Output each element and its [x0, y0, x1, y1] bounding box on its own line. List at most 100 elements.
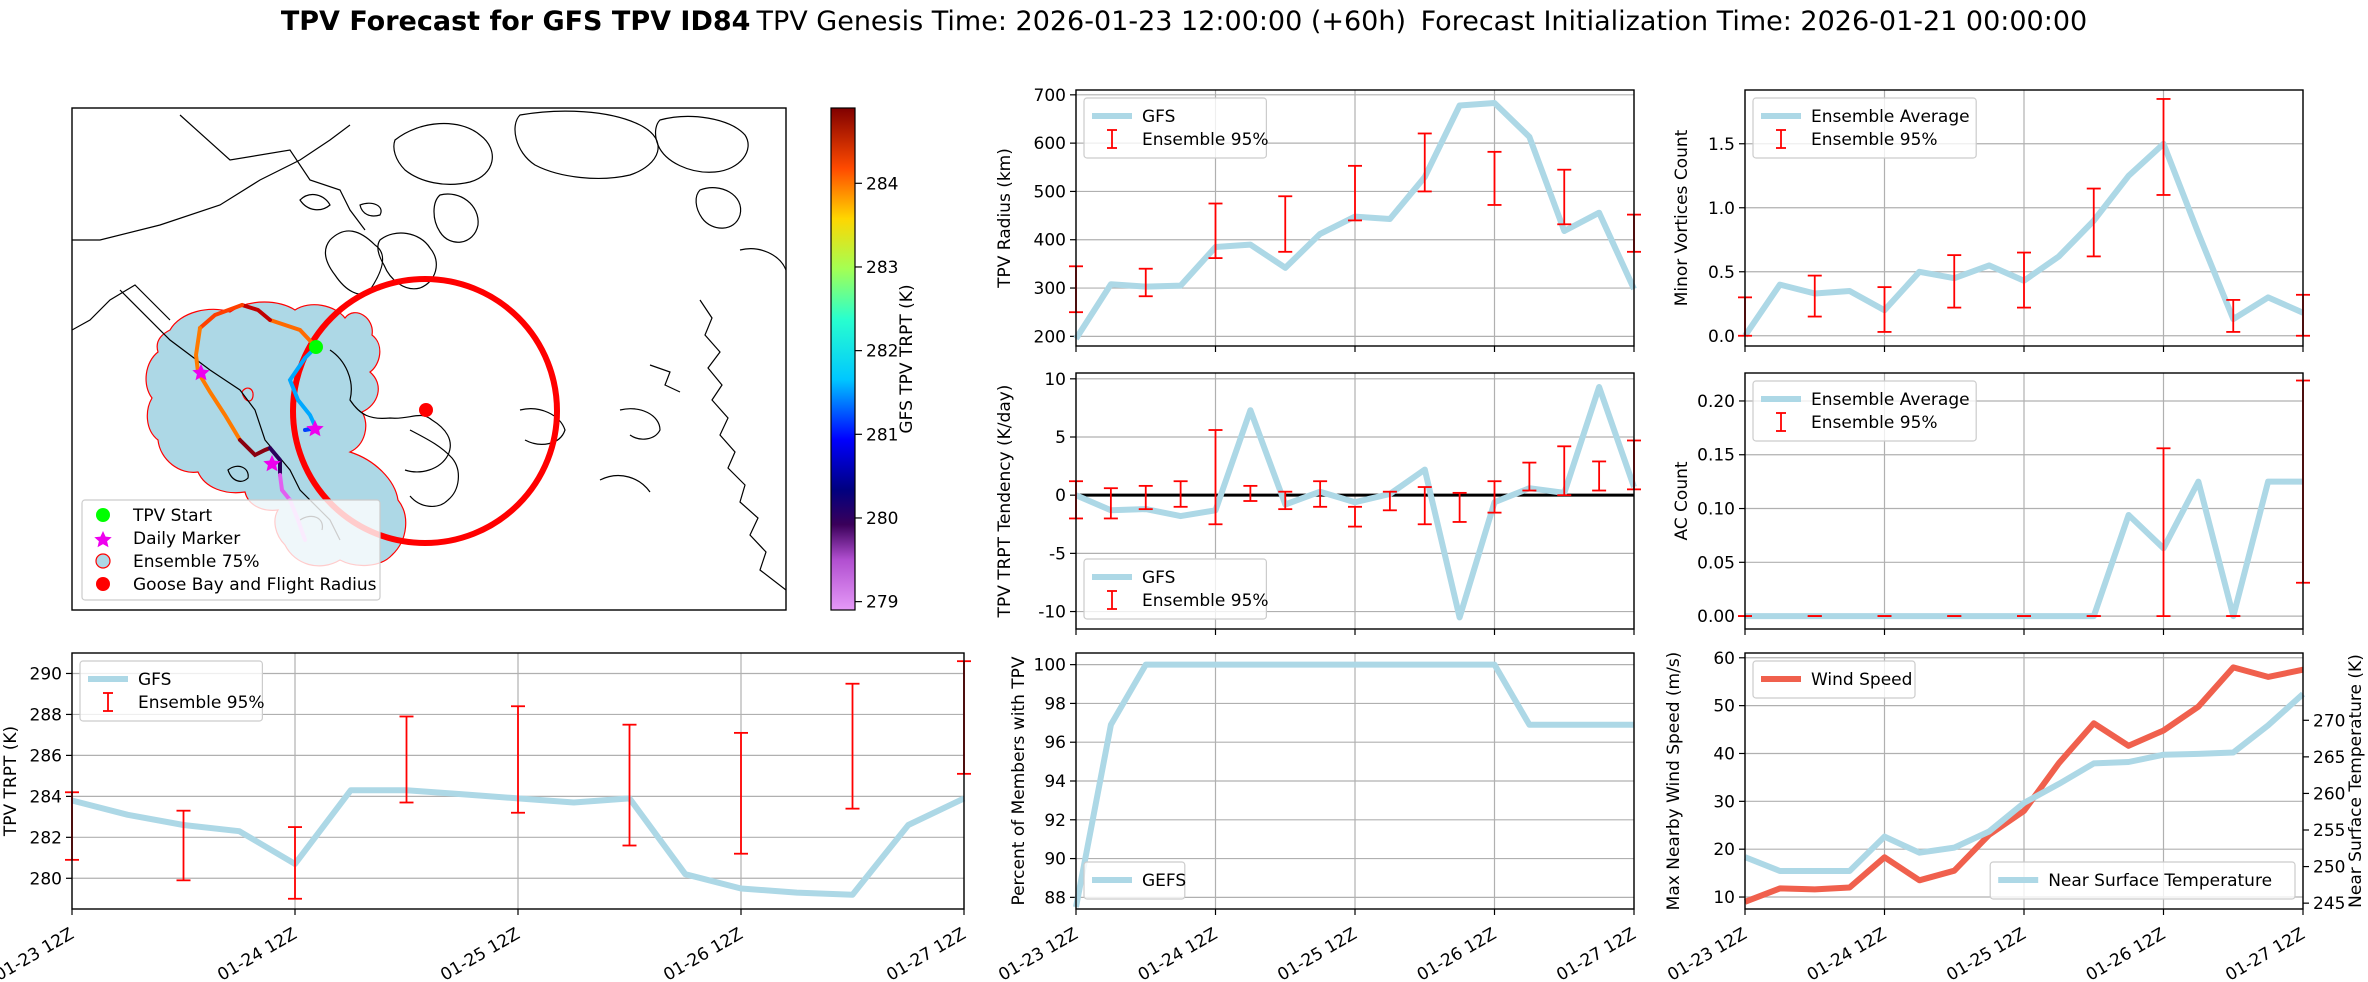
y-tick-label: 88	[1044, 888, 1066, 908]
axes-frame	[1075, 372, 1635, 630]
figure-title: TPV Forecast for GFS TPV ID84 TPV Genesis…	[0, 6, 2368, 37]
y-right-axis-label: Near Surface Temperature (K)	[2346, 654, 2366, 908]
daily-marker-1	[192, 364, 210, 381]
map-legend: TPV Start Daily Marker Ensemble 75% Goos…	[81, 499, 381, 601]
axes-frame	[1744, 89, 2304, 347]
legend-label: GFS	[138, 670, 171, 690]
x-tick-label: 01-24 12Z	[1135, 924, 1221, 982]
y-tick-label: -5	[1049, 544, 1066, 564]
x-tick-label: 01-24 12Z	[1804, 924, 1890, 982]
y-tick-label: 90	[1044, 850, 1066, 870]
daily-marker-3	[263, 455, 281, 472]
y-tick-label: -10	[1038, 603, 1066, 623]
y-tick-label: 200	[1034, 327, 1066, 347]
legend-tpv-start: TPV Start	[132, 506, 213, 526]
y-tick-label: 0	[1055, 486, 1066, 506]
y-axis-label: AC Count	[1672, 461, 1692, 540]
colorbar: GFS TPV TRPT (K) 279 280 281 282 283 284	[830, 107, 917, 613]
legend-label: Ensemble 95%	[1142, 130, 1269, 150]
x-tick-label: 01-23 12Z	[995, 924, 1081, 982]
x-tick-label: 01-27 12Z	[1553, 924, 1639, 982]
colorbar-tick-label: 281	[866, 425, 898, 445]
legend-label: Ensemble 95%	[1142, 591, 1269, 611]
axes-frame	[1075, 652, 1635, 910]
y-tick-label: 1.0	[1708, 199, 1735, 219]
y-tick-label: 600	[1034, 134, 1066, 154]
legend-label: GEFS	[1142, 871, 1186, 891]
y-right-tick-label: 255	[2313, 821, 2345, 841]
y-axis-label: Max Nearby Wind Speed (m/s)	[1664, 652, 1684, 911]
y-tick-label: 98	[1044, 694, 1066, 714]
y-tick-label: 288	[30, 705, 62, 725]
y-tick-label: 0.05	[1697, 553, 1735, 573]
y-tick-label: 284	[30, 787, 62, 807]
y-tick-label: 10	[1713, 888, 1735, 908]
colorbar-label: GFS TPV TRPT (K)	[897, 284, 917, 433]
colorbar-tick-label: 283	[866, 258, 898, 278]
legend-label: Near Surface Temperature	[2048, 871, 2272, 891]
title-tpv-id: TPV Forecast for GFS TPV ID84	[280, 6, 751, 37]
y-axis-label: Percent of Members with TPV	[1009, 656, 1029, 905]
y-tick-label: 300	[1034, 279, 1066, 299]
y-tick-label: 60	[1713, 649, 1735, 669]
y-right-tick-label: 260	[2313, 784, 2345, 804]
legend-label: Ensemble 95%	[1811, 130, 1938, 150]
y-tick-label: 20	[1713, 840, 1735, 860]
legend-label: Ensemble Average	[1811, 107, 1970, 127]
legend-box	[1989, 861, 2296, 900]
y-tick-label: 30	[1713, 792, 1735, 812]
y-tick-label: 94	[1044, 772, 1066, 792]
y-tick-label: 0.0	[1708, 327, 1735, 347]
legend-box	[1752, 660, 1916, 699]
y-tick-label: 700	[1034, 86, 1066, 106]
y-right-tick-label: 270	[2313, 711, 2345, 731]
legend-box	[1083, 861, 1186, 900]
x-tick-label: 01-26 12Z	[2083, 924, 2169, 982]
y-tick-label: 400	[1034, 231, 1066, 251]
x-tick-label: 01-27 12Z	[2222, 924, 2308, 982]
colorbar-tick-label: 282	[866, 342, 898, 362]
y-tick-label: 290	[30, 664, 62, 684]
ensemble-75-hole	[241, 387, 254, 402]
y-right-tick-label: 250	[2313, 858, 2345, 878]
y-tick-label: 0.10	[1697, 500, 1735, 520]
y-tick-label: 92	[1044, 811, 1066, 831]
daily-marker-2	[306, 420, 324, 437]
legend-daily-marker-icon	[94, 531, 112, 548]
goose-bay-marker	[419, 403, 433, 417]
legend-tpv-start-icon	[96, 508, 110, 522]
y-tick-label: 96	[1044, 733, 1066, 753]
y-axis-label: Minor Vortices Count	[1672, 129, 1692, 306]
y-tick-label: 100	[1034, 656, 1066, 676]
chart-ac_count: 0.00 0.05 0.10 0.15 0.20 AC Count Ensemble Ave…	[1672, 372, 2310, 635]
legend-daily-marker: Daily Marker	[133, 529, 240, 549]
legend-label: Ensemble 95%	[138, 693, 265, 713]
colorbar-tick-label: 279	[866, 593, 898, 613]
chart-radius: 200 300 400 500 600 700 TPV Radius (km) GFS Ense…	[995, 86, 1641, 352]
tpv-start-marker	[309, 340, 323, 354]
chart-tendency: -10 -5 0 5 10 TPV TRPT Tendency (K/day) GFS Ens…	[995, 370, 1641, 635]
legend-label: GFS	[1142, 568, 1175, 588]
x-tick-label: 01-26 12Z	[660, 924, 746, 982]
flight-radius-circle	[290, 276, 560, 546]
y-tick-label: 500	[1034, 182, 1066, 202]
legend-ensemble-75: Ensemble 75%	[133, 552, 260, 572]
y-tick-label: 0.20	[1697, 392, 1735, 412]
x-tick-label: 01-23 12Z	[0, 924, 78, 982]
y-tick-label: 0.15	[1697, 446, 1735, 466]
colorbar-tick-label: 280	[866, 509, 898, 529]
y-tick-label: 1.5	[1708, 135, 1735, 155]
y-tick-label: 10	[1044, 370, 1066, 390]
legend-goose-bay-icon	[96, 577, 110, 591]
legend-label: Ensemble 95%	[1811, 413, 1938, 433]
chart-members: 01-23 12Z 01-24 12Z 01-25 12Z 01-26 12Z 01-2…	[995, 652, 1640, 982]
legend-label: Ensemble Average	[1811, 390, 1970, 410]
x-tick-label: 01-25 12Z	[1943, 924, 2029, 982]
axes-frame	[71, 652, 965, 910]
chart-wind_temp: 01-23 12Z 01-24 12Z 01-25 12Z 01-26 12Z 01-2…	[1664, 649, 2366, 982]
y-tick-label: 282	[30, 828, 62, 848]
x-tick-label: 01-27 12Z	[883, 924, 969, 982]
x-tick-label: 01-25 12Z	[1274, 924, 1360, 982]
colorbar-tick-label: 284	[866, 174, 898, 194]
